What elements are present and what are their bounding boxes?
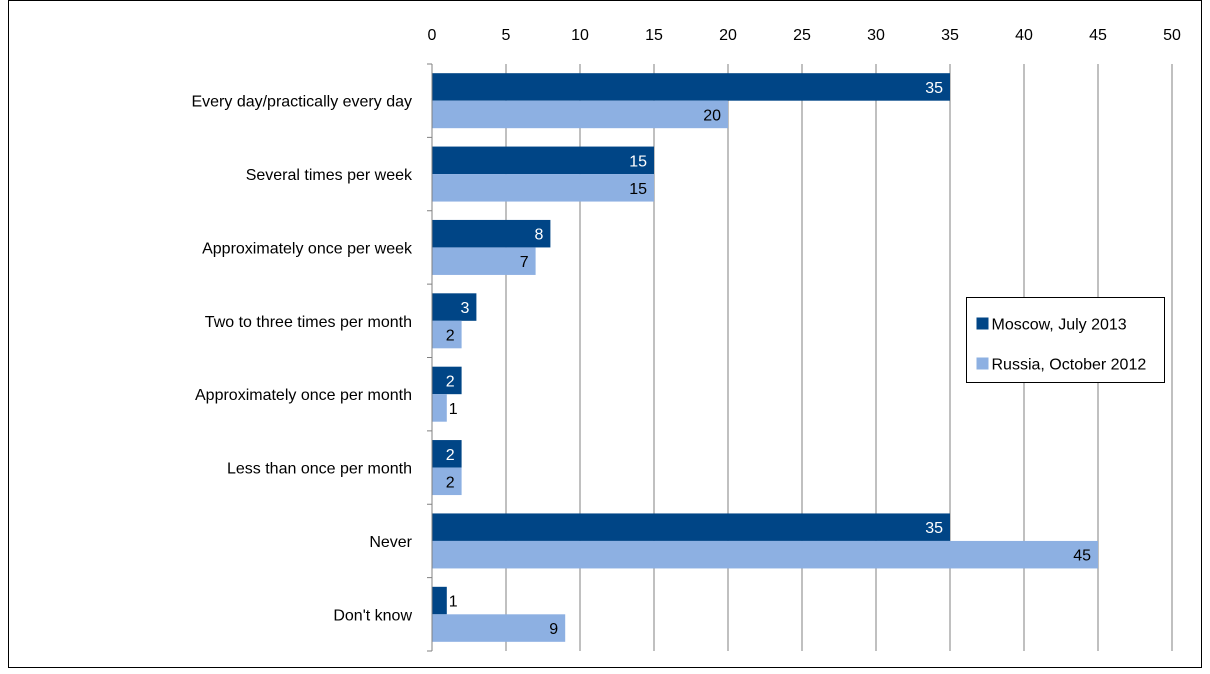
bars: [432, 73, 1098, 642]
category-labels: Every day/practically every day Several t…: [191, 94, 413, 625]
x-tick-label: 30: [867, 27, 885, 44]
legend: Moscow, July 2013 Russia, October 2012: [966, 297, 1165, 383]
data-label: 9: [549, 621, 558, 638]
category-label-approximately-once-per-month: Approximately once per month: [195, 387, 412, 404]
bar-russia-october-2012-approximately-once-per-month: [432, 394, 447, 422]
x-tick-label: 40: [1015, 27, 1033, 44]
data-label: 35: [925, 80, 943, 97]
category-label-every-day-practically-every-day: Every day/practically every day: [191, 94, 412, 111]
category-label-don-t-know: Don't know: [333, 607, 412, 624]
category-label-two-to-three-times-per-month: Two to three times per month: [205, 314, 412, 331]
data-label: 15: [629, 181, 647, 198]
legend-label-russia-october-2012: Russia, October 2012: [992, 357, 1147, 374]
x-tick-label: 20: [719, 27, 737, 44]
bar-russia-october-2012-several-times-per-week: [432, 174, 654, 202]
data-label: 1: [449, 594, 458, 611]
data-label: 1: [449, 401, 458, 418]
category-label-never: Never: [369, 534, 412, 551]
x-tick-label: 35: [941, 27, 959, 44]
x-axis-ticks: 0 5 10 15 20 25 30 35 40 45 50: [428, 27, 1181, 44]
data-label: 3: [460, 300, 469, 317]
data-label: 2: [446, 447, 455, 464]
data-label: 2: [446, 474, 455, 491]
bar-russia-october-2012-don-t-know: [432, 614, 566, 642]
category-label-approximately-once-per-week: Approximately once per week: [202, 240, 413, 257]
x-tick-label: 50: [1163, 27, 1181, 44]
x-tick-label: 45: [1089, 27, 1107, 44]
bar-moscow-july-2013-approximately-once-per-week: [432, 219, 551, 248]
data-label: 20: [703, 107, 721, 124]
x-tick-label: 15: [645, 27, 663, 44]
bar-moscow-july-2013-several-times-per-week: [432, 146, 654, 175]
data-label: 2: [446, 373, 455, 390]
data-label: 45: [1073, 548, 1091, 565]
x-tick-label: 10: [571, 27, 589, 44]
bar-russia-october-2012-two-to-three-times-per-month: [432, 320, 462, 349]
category-label-several-times-per-week: Several times per week: [246, 167, 413, 184]
data-label: 7: [520, 254, 529, 271]
data-label: 8: [534, 227, 543, 244]
data-label: 2: [446, 328, 455, 345]
category-label-less-than-once-per-month: Less than once per month: [227, 461, 412, 478]
bar-moscow-july-2013-don-t-know: [432, 586, 447, 615]
bar-moscow-july-2013-less-than-once-per-month: [432, 440, 462, 468]
data-label: 15: [629, 153, 647, 170]
x-tick-label: 25: [793, 27, 811, 44]
bar-moscow-july-2013-approximately-once-per-month: [432, 366, 462, 395]
x-tick-label: 5: [502, 27, 511, 44]
bar-russia-october-2012-less-than-once-per-month: [432, 467, 462, 496]
legend-swatch-russia-october-2012: [976, 357, 989, 370]
bar-moscow-july-2013-two-to-three-times-per-month: [432, 293, 477, 321]
legend-box: [966, 297, 1165, 383]
data-label: 35: [925, 520, 943, 537]
bar-russia-october-2012-approximately-once-per-week: [432, 247, 536, 275]
x-tick-label: 0: [428, 27, 437, 44]
legend-label-moscow-july-2013: Moscow, July 2013: [992, 317, 1127, 334]
bar-russia-october-2012-never: [432, 540, 1098, 569]
bar-moscow-july-2013-never: [432, 513, 950, 541]
bar-russia-october-2012-every-day-practically-every-day: [432, 100, 728, 129]
legend-swatch-moscow-july-2013: [976, 317, 989, 330]
bar-moscow-july-2013-every-day-practically-every-day: [432, 73, 950, 101]
